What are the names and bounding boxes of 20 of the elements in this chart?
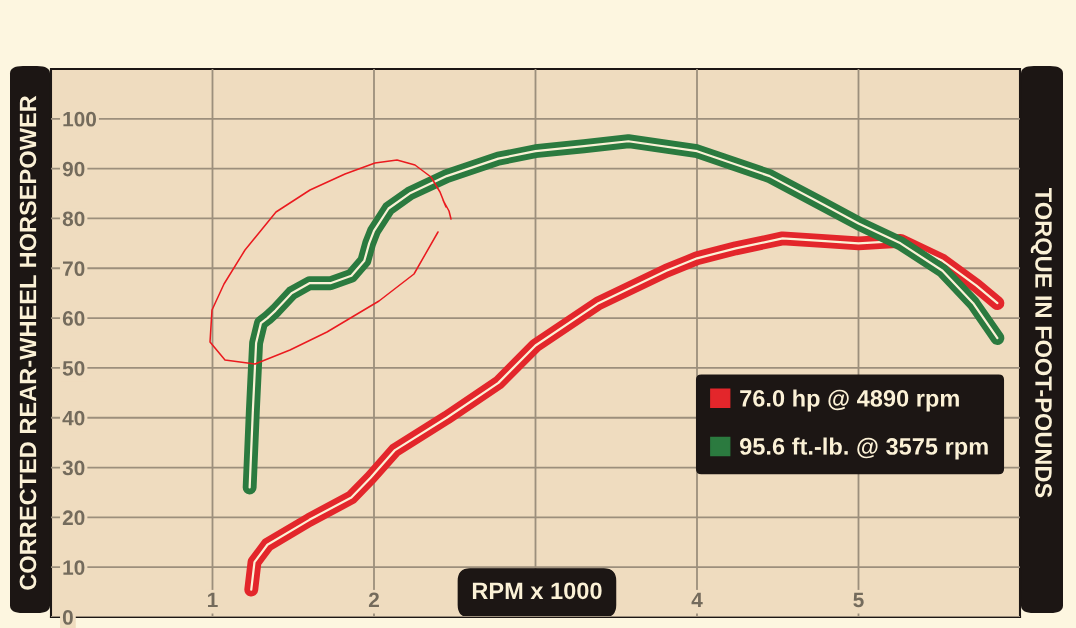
x-tick-label: 2 — [368, 592, 379, 608]
y-tick-label: 0 — [62, 610, 73, 625]
y-tick-label: 80 — [62, 211, 85, 227]
y-tick-label: 10 — [63, 560, 85, 575]
x-axis-title: RPM x 1000 — [472, 582, 602, 600]
y-tick-label: 40 — [62, 410, 85, 426]
y-tick-label: 20 — [62, 510, 85, 526]
y2-axis-title: TORQUE IN FOOT-POUNDS — [1030, 188, 1052, 498]
y-tick-label: 90 — [62, 161, 85, 177]
legend-label: 95.6 ft.-lb. @ 3575 rpm — [739, 437, 988, 460]
legend-label: 76.0 hp @ 4890 rpm — [740, 389, 959, 412]
y-tick-label: 50 — [62, 360, 85, 376]
x-tick-label: 4 — [691, 592, 703, 608]
x-tick-label: 1 — [208, 592, 218, 608]
y-axis-title: CORRECTED REAR-WHEEL HORSEPOWER — [19, 95, 37, 590]
x-tick-label: 5 — [853, 592, 864, 608]
y-tick-label: 30 — [62, 460, 85, 476]
y-tick-label: 60 — [62, 311, 85, 326]
y-tick-label: 70 — [63, 261, 85, 277]
y-tick-label: 100 — [63, 111, 97, 127]
